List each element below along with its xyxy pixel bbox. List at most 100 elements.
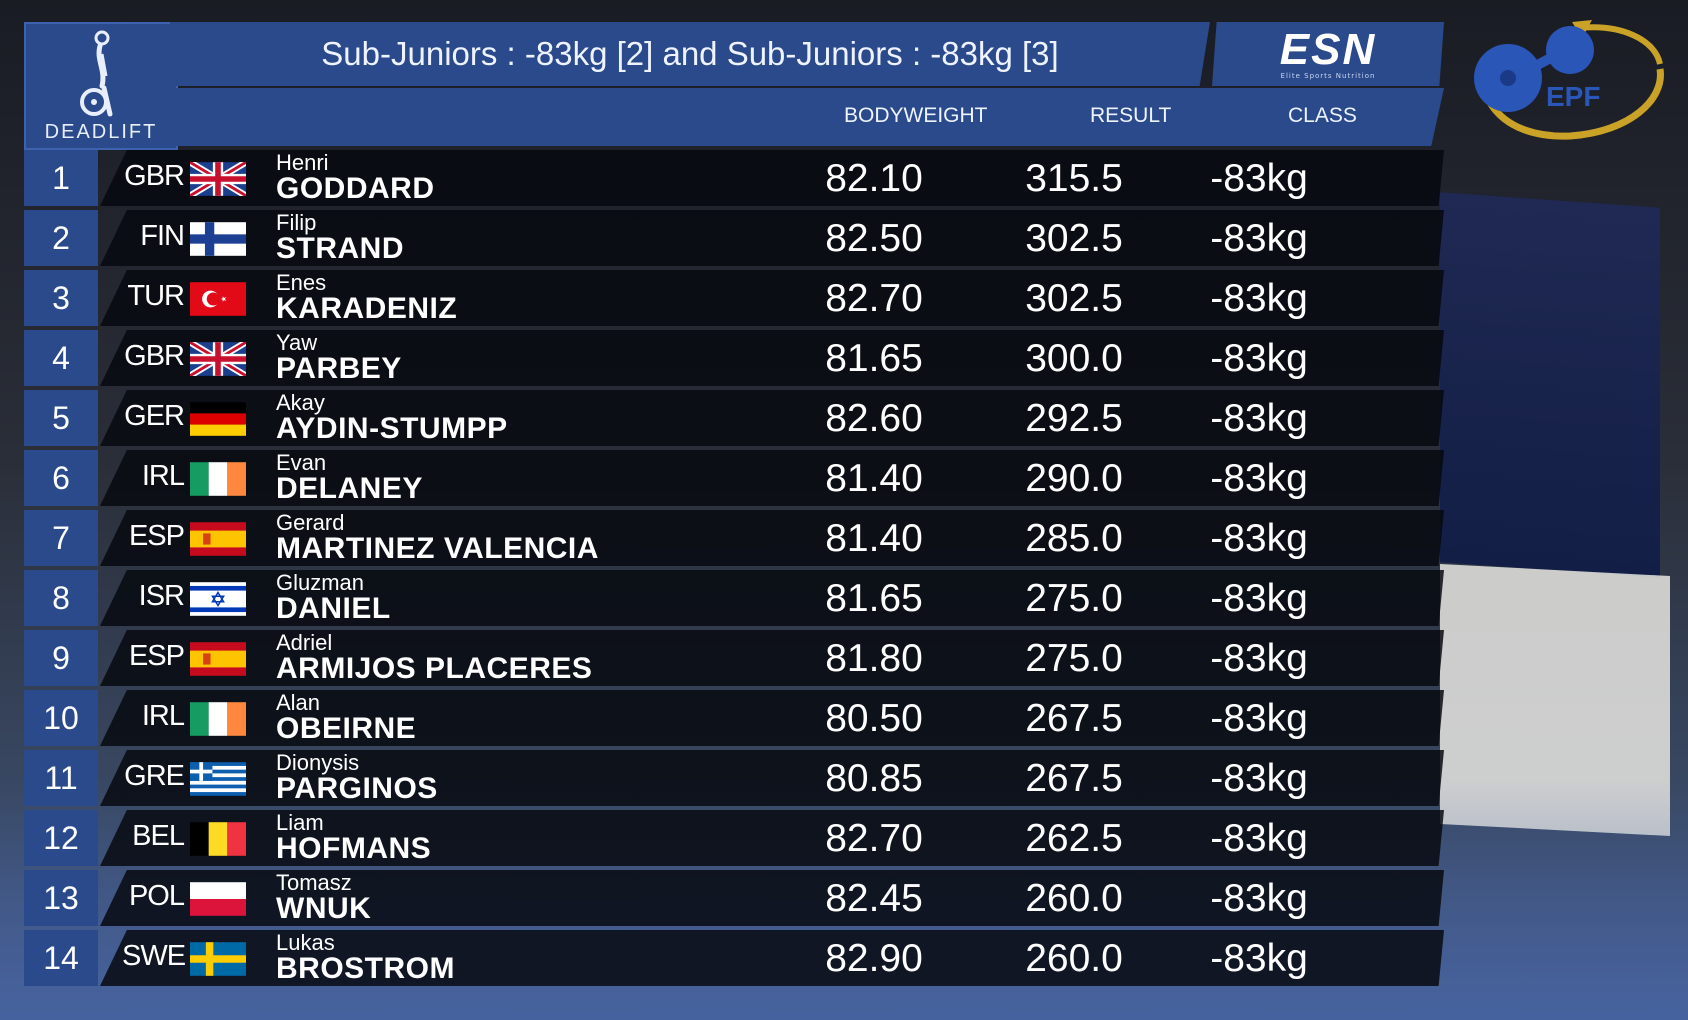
country-code: ESP	[128, 520, 185, 552]
rank-cell: 5	[24, 390, 98, 446]
discipline-label: DEADLIFT	[44, 121, 158, 143]
rank-cell: 12	[24, 810, 98, 866]
table-row: 11 GRE Dionysis PARGINOS 80.85 267.5 -83kg	[24, 750, 1444, 806]
athlete-first-name: Filip	[276, 210, 317, 235]
class-cell: -83kg	[1210, 457, 1308, 500]
venue-scoreboard-background	[1440, 192, 1660, 578]
athlete-last-name: OBEIRNE	[276, 712, 417, 745]
rank-cell: 10	[24, 690, 98, 746]
table-row: 12 BEL Liam HOFMANS 82.70 262.5 -83kg	[24, 810, 1444, 866]
bodyweight-cell: 82.70	[825, 277, 923, 320]
epf-logo: EPF	[1474, 20, 1664, 140]
gre-flag-icon	[190, 762, 246, 796]
athlete-first-name: Yaw	[276, 330, 318, 355]
rank-cell: 11	[24, 750, 98, 806]
athlete-first-name: Alan	[276, 690, 321, 715]
bodyweight-cell: 82.50	[825, 217, 923, 260]
athlete-first-name: Gerard	[276, 510, 345, 535]
row-background	[100, 750, 1444, 806]
result-cell: 290.0	[1025, 457, 1123, 500]
athlete-first-name: Gluzman	[276, 570, 365, 595]
swe-flag-icon	[190, 942, 246, 976]
athlete-first-name: Liam	[276, 810, 324, 835]
result-cell: 260.0	[1025, 937, 1123, 980]
column-header-bodyweight: BODYWEIGHT	[844, 104, 988, 127]
country-code: POL	[128, 880, 185, 912]
gbr-flag-icon	[190, 342, 246, 376]
esp-flag-icon	[190, 642, 246, 676]
country-code: BEL	[132, 820, 185, 852]
result-cell: 302.5	[1025, 277, 1123, 320]
class-cell: -83kg	[1210, 877, 1308, 920]
result-cell: 315.5	[1025, 157, 1123, 200]
athlete-first-name: Henri	[276, 150, 329, 175]
athlete-last-name: BROSTROM	[276, 952, 455, 985]
country-code: SWE	[122, 940, 186, 972]
bodyweight-cell: 80.50	[825, 697, 923, 740]
table-row: 6 IRL Evan DELANEY 81.40 290.0 -83kg	[24, 450, 1444, 506]
athlete-last-name: HOFMANS	[276, 832, 432, 865]
esp-flag-icon	[190, 522, 246, 556]
bodyweight-cell: 81.40	[825, 517, 923, 560]
row-background	[100, 390, 1444, 446]
country-code: ESP	[128, 640, 185, 672]
country-code: GRE	[124, 760, 185, 792]
athlete-first-name: Tomasz	[276, 870, 352, 895]
rank-cell: 1	[24, 150, 98, 206]
bodyweight-cell: 81.65	[825, 577, 923, 620]
rank-cell: 7	[24, 510, 98, 566]
rank-cell: 3	[24, 270, 98, 326]
athlete-last-name: MARTINEZ VALENCIA	[276, 532, 599, 565]
row-background	[100, 570, 1444, 626]
table-row: 2 FIN Filip STRAND 82.50 302.5 -83kg	[24, 210, 1444, 266]
country-code: GER	[124, 400, 185, 432]
rank-cell: 14	[24, 930, 98, 986]
sponsor-tagline: Elite Sports Nutrition	[1280, 72, 1376, 80]
table-row: 9 ESP Adriel ARMIJOS PLACERES 81.80 275.0 -83k…	[24, 630, 1444, 686]
country-code: GBR	[124, 160, 185, 192]
class-cell: -83kg	[1210, 757, 1308, 800]
result-cell: 267.5	[1025, 697, 1123, 740]
country-code: TUR	[127, 280, 185, 312]
column-header-bar: BODYWEIGHT RESULT CLASS	[170, 88, 1444, 146]
class-cell: -83kg	[1210, 397, 1308, 440]
class-cell: -83kg	[1210, 517, 1308, 560]
epf-logo-text: EPF	[1546, 81, 1600, 112]
athlete-first-name: Lukas	[276, 930, 335, 955]
bel-flag-icon	[190, 822, 246, 856]
row-background	[100, 330, 1444, 386]
row-background	[100, 810, 1444, 866]
bodyweight-cell: 82.45	[825, 877, 923, 920]
column-header-result: RESULT	[1090, 104, 1172, 127]
bodyweight-cell: 82.60	[825, 397, 923, 440]
table-row: 1 GBR Henri GODDARD 82.10 315.5 -83kg	[24, 150, 1444, 206]
ger-flag-icon	[190, 402, 246, 436]
table-row: 5 GER Akay AYDIN-STUMPP 82.60 292.5 -83kg	[24, 390, 1444, 446]
rank-cell: 6	[24, 450, 98, 506]
deadlift-logo: DEADLIFT	[24, 22, 178, 150]
class-cell: -83kg	[1210, 337, 1308, 380]
athlete-last-name: AYDIN-STUMPP	[276, 412, 508, 445]
row-background	[100, 150, 1444, 206]
athlete-last-name: KARADENIZ	[276, 292, 458, 325]
class-cell: -83kg	[1210, 157, 1308, 200]
table-row: 7 ESP Gerard MARTINEZ VALENCIA 81.40 285.0 -83…	[24, 510, 1444, 566]
class-cell: -83kg	[1210, 937, 1308, 980]
athlete-last-name: DELANEY	[276, 472, 423, 505]
result-cell: 285.0	[1025, 517, 1123, 560]
result-cell: 292.5	[1025, 397, 1123, 440]
row-background	[100, 930, 1444, 986]
row-background	[100, 210, 1444, 266]
irl-flag-icon	[190, 702, 246, 736]
gbr-flag-icon	[190, 162, 246, 196]
athlete-last-name: GODDARD	[276, 172, 435, 205]
row-background	[100, 630, 1444, 686]
table-row: 3 TUR Enes KARADENIZ 82.70 302.5 -83kg	[24, 270, 1444, 326]
deadlift-lifter-icon	[80, 30, 113, 117]
class-cell: -83kg	[1210, 577, 1308, 620]
class-cell: -83kg	[1210, 697, 1308, 740]
bodyweight-cell: 81.40	[825, 457, 923, 500]
row-background	[100, 450, 1444, 506]
row-background	[100, 690, 1444, 746]
bodyweight-cell: 81.80	[825, 637, 923, 680]
